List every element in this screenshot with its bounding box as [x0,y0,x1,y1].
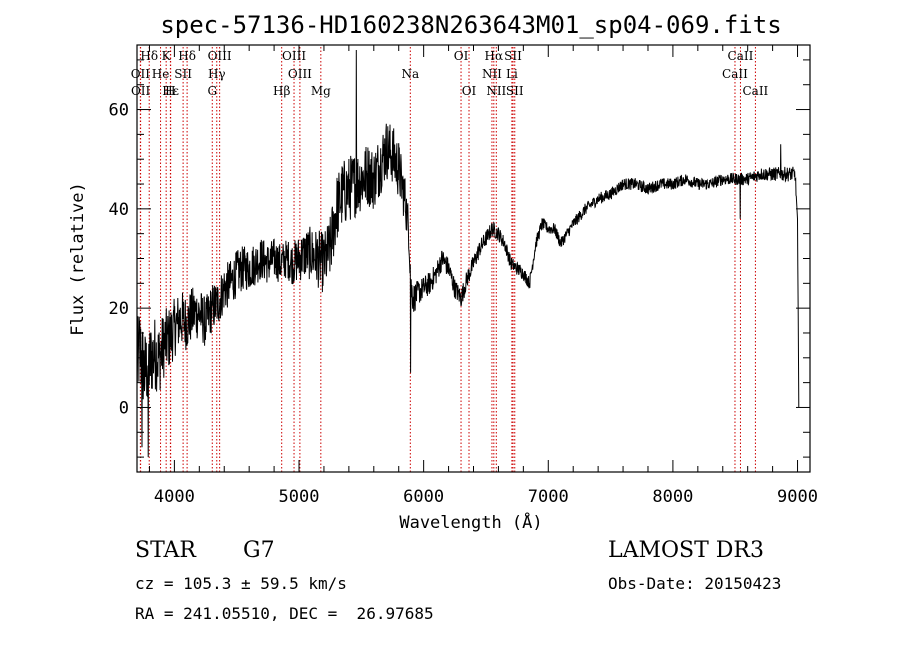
spectral-line-label: SII [174,67,192,81]
flux-series [136,49,800,458]
y-tick-label: 0 [119,398,129,418]
flux-line [136,49,800,458]
spectral-line-label: Mg [311,84,331,98]
spectral-line-label: OI [454,49,469,63]
spectral-line-label: Hγ [208,67,226,81]
spectral-line-label: CaII [722,67,748,81]
chart-title: spec-57136-HD160238N263643M01_sp04-069.f… [160,11,781,39]
x-axis-label: Wavelength (Å) [399,511,542,533]
x-tick-label: 8000 [652,487,693,507]
spectral-line-label: H [165,84,175,98]
spectral-line-label: He [152,67,170,81]
spectral-line-label: OII [131,67,151,81]
spectral-line-label: OIII [282,49,306,63]
spectral-line-label: K [162,49,172,63]
y-tick-label: 20 [109,299,129,319]
y-tick-label: 40 [109,200,129,220]
spectral-line-label: OII [131,84,151,98]
spectral-line-label: CaII [728,49,754,63]
spectral-line-label: NII [486,84,506,98]
spectral-line-label: OI [462,84,477,98]
spectral-line-label: NII [482,67,502,81]
spectral-line-label: SII [506,84,524,98]
spectral-line-label: OIII [288,67,312,81]
spectral-line-label: Hε [162,84,179,98]
plot-frame [136,44,811,473]
spectral-line-markers [139,47,756,472]
y-tick-label: 60 [109,101,129,121]
spectral-line-label: Hβ [273,84,290,98]
spectral-line-label: OIII [208,49,232,63]
spectral-line-label: G [207,84,217,98]
object-class: STAR [135,538,196,563]
x-tick-label: 5000 [279,487,320,507]
subclass: G7 [243,538,275,563]
redshift-readout: cz = 105.3 ± 59.5 km/s [135,574,347,593]
spectral-line-label: Hα [485,49,504,63]
spectral-line-label: Hδ [178,49,196,63]
spectral-line-label: Na [401,67,419,81]
x-tick-label: 6000 [403,487,444,507]
y-axis-label: Flux (relative) [68,182,88,336]
spectral-line-label: Hδ [140,49,158,63]
x-tick-label: 7000 [528,487,569,507]
spectral-line-label: Li [506,67,518,81]
spectral-line-label: SII [504,49,522,63]
survey-name: LAMOST DR3 [608,538,764,563]
obs-date: Obs-Date: 20150423 [608,574,782,593]
x-tick-labels: 4000 5000 6000 7000 8000 9000 [154,487,818,507]
coordinates: RA = 241.05510, DEC = 26.97685 [135,604,434,623]
x-tick-label: 4000 [154,487,195,507]
spectral-line-label: CaII [742,84,768,98]
y-tick-labels: 0 20 40 60 [109,101,129,419]
x-tick-label: 9000 [777,487,818,507]
